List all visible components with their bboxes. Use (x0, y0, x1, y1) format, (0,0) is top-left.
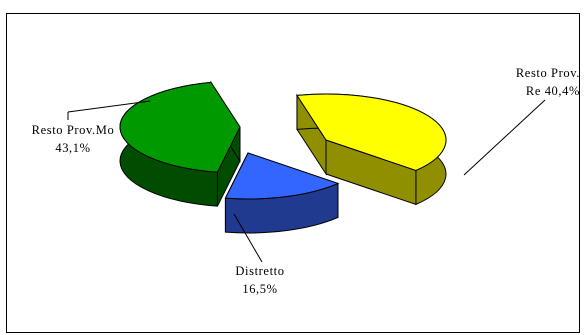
leader-line-resto-re (463, 99, 546, 176)
label-resto-prov-re-value: Re 40,4% (525, 84, 580, 98)
label-distretto-name: Distretto (235, 264, 285, 278)
leader-line-resto-mo (67, 100, 151, 113)
label-resto-prov-mo-value: 43,1% (55, 141, 91, 155)
slice-resto-prov-mo-top (119, 81, 241, 173)
label-distretto-value: 16,5% (242, 282, 278, 296)
label-resto-prov-re: Resto Prov. Re 40,4% (494, 64, 580, 100)
label-resto-prov-mo-name: Resto Prov.Mo (31, 123, 115, 137)
slice-resto-prov-re-top (296, 93, 447, 171)
slice-distretto-top (224, 152, 340, 200)
label-resto-prov-mo: Resto Prov.Mo 43,1% (14, 121, 132, 157)
label-resto-prov-re-name: Resto Prov. (515, 66, 580, 80)
label-distretto: Distretto 16,5% (214, 262, 306, 298)
leader-line-distretto (233, 213, 263, 263)
leader-lines (67, 99, 546, 263)
pie-tops (119, 81, 447, 200)
